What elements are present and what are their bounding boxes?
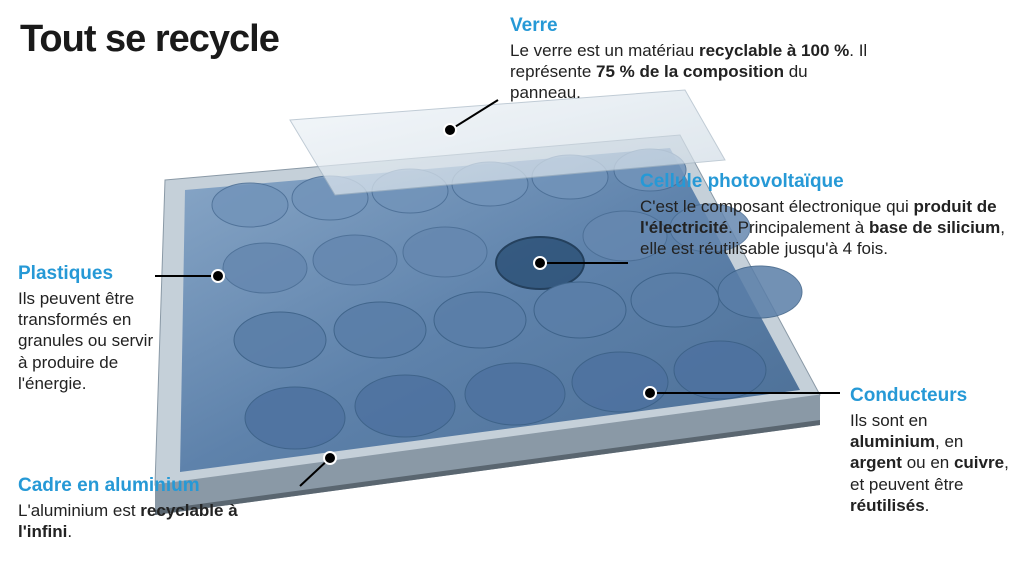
- callout-verre-body: Le verre est un matériau recyclable à 10…: [510, 40, 880, 104]
- callout-cadre-body: L'aluminium est recyclable à l'infini.: [18, 500, 288, 543]
- callout-plastiques-heading: Plastiques: [18, 262, 158, 286]
- callout-cadre-heading: Cadre en aluminium: [18, 474, 288, 498]
- callout-verre-heading: Verre: [510, 14, 880, 38]
- callout-plastiques: Plastiques Ils peuvent être transfor­més…: [18, 262, 158, 394]
- callout-cellule: Cellule photovoltaïque C'est le composan…: [640, 170, 1010, 260]
- callout-cellule-body: C'est le composant électronique qui prod…: [640, 196, 1010, 260]
- callout-conducteurs-heading: Conducteurs: [850, 384, 1020, 408]
- callout-verre: Verre Le verre est un matériau recyclabl…: [510, 14, 880, 104]
- callout-conducteurs: Conducteurs Ils sont en aluminium, en ar…: [850, 384, 1020, 516]
- callout-plastiques-body: Ils peuvent être transfor­més en granule…: [18, 288, 158, 394]
- callout-cellule-heading: Cellule photovoltaïque: [640, 170, 1010, 194]
- callout-conducteurs-body: Ils sont en aluminium, en argent ou en c…: [850, 410, 1020, 516]
- callout-cadre: Cadre en aluminium L'aluminium est recyc…: [18, 474, 288, 542]
